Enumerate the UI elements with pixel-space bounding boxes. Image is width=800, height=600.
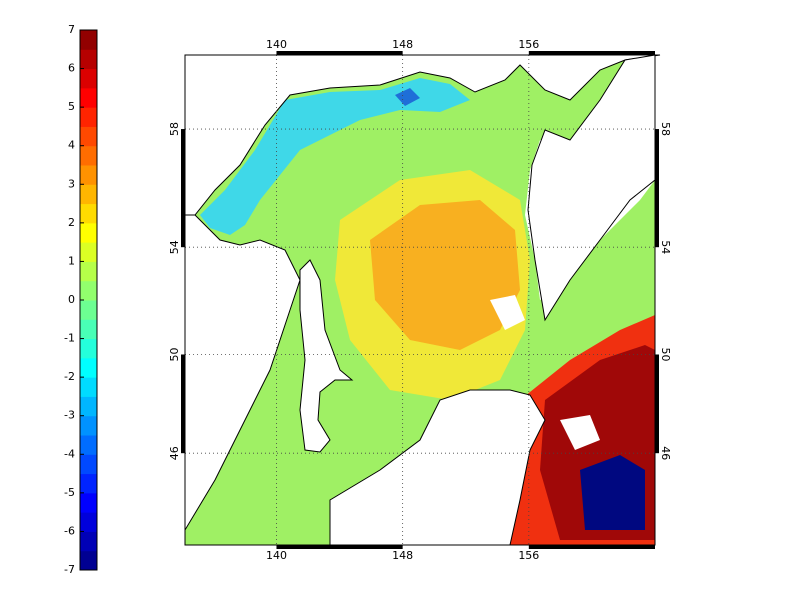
colorbar-band — [80, 30, 97, 50]
colorbar-label: -4 — [64, 447, 75, 460]
frame-bar — [181, 129, 185, 248]
colorbar-label: -6 — [64, 524, 75, 537]
colorbar-band — [80, 107, 97, 127]
colorbar-label: 6 — [68, 62, 75, 75]
colorbar-band — [80, 68, 97, 89]
colorbar-band — [80, 222, 97, 243]
lat-label-left: 50 — [168, 347, 181, 361]
grid — [185, 55, 655, 545]
colorbar-label: 5 — [68, 100, 75, 113]
colorbar-band — [80, 377, 97, 397]
lon-label-bottom: 140 — [266, 549, 287, 562]
cold-patch — [580, 455, 645, 530]
colorbar-band — [80, 454, 97, 475]
colorbar-band — [80, 145, 97, 166]
lat-label-right: 58 — [659, 122, 672, 136]
lat-label-left: 54 — [168, 240, 181, 254]
colorbar-label: 2 — [68, 216, 75, 229]
colorbar-label: 1 — [68, 254, 75, 267]
lon-label-top: 140 — [266, 38, 287, 51]
lat-label-right: 50 — [659, 347, 672, 361]
map-field — [184, 54, 661, 546]
colorbar-band — [80, 203, 97, 224]
frame-bar — [276, 545, 403, 549]
colorbar-band — [80, 280, 97, 301]
lat-label-left: 46 — [168, 446, 181, 460]
colorbar-band — [80, 338, 97, 359]
land — [299, 259, 354, 453]
land — [329, 389, 546, 546]
colorbar-label: -1 — [64, 332, 75, 345]
colorbar-band — [80, 512, 97, 532]
colorbar-band — [80, 435, 97, 455]
colorbar-label: -2 — [64, 370, 75, 383]
data-gap — [560, 415, 600, 450]
frame-bar — [181, 354, 185, 454]
colorbar-label: 4 — [68, 139, 75, 152]
lat-label-left: 58 — [168, 122, 181, 136]
colorbar-band — [80, 357, 97, 378]
colorbar-label: 0 — [68, 293, 75, 306]
frame-outline — [184, 54, 656, 546]
frame-bar — [528, 545, 655, 549]
colorbar-band — [80, 261, 97, 282]
frame-bar — [528, 51, 655, 55]
colorbar-band — [80, 492, 97, 513]
land — [527, 54, 656, 322]
colorbar-band — [80, 49, 97, 70]
data-gap — [490, 295, 525, 330]
colorbar-band — [80, 396, 97, 417]
colorbar-band — [80, 473, 97, 494]
colorbar-band — [80, 126, 97, 147]
cool-patch — [200, 78, 470, 235]
frame-bar — [276, 51, 403, 55]
colorbar-label: -3 — [64, 409, 75, 422]
map-frame: 140 140 148 148 156 156 46 46 50 50 54 54 58 58 — [168, 38, 672, 562]
frame-bar — [655, 129, 659, 248]
colorbar-band — [80, 300, 97, 320]
lat-label-right: 54 — [659, 240, 672, 254]
frame-bar — [655, 354, 659, 454]
colorbar-label: 7 — [68, 23, 75, 36]
lat-label-right: 46 — [659, 446, 672, 460]
lon-label-bottom: 156 — [518, 549, 539, 562]
colorbar: -7 -6 -5 -4 -3 -2 -1 0 1 2 3 4 5 6 7 — [64, 23, 98, 576]
lon-label-bottom: 148 — [392, 549, 413, 562]
warm-patch — [370, 200, 520, 350]
colorbar-band — [80, 550, 97, 571]
lon-label-top: 156 — [518, 38, 539, 51]
colorbar-band — [80, 242, 97, 262]
colorbar-band — [80, 319, 97, 340]
colorbar-band — [80, 87, 97, 108]
cool-patch — [395, 88, 420, 106]
colorbar-label: -5 — [64, 486, 75, 499]
colorbar-band — [80, 165, 97, 185]
colorbar-band — [80, 531, 97, 552]
colorbar-band — [80, 415, 97, 436]
colorbar-label: 3 — [68, 177, 75, 190]
colorbar-band — [80, 184, 97, 205]
colorbar-label: -7 — [64, 563, 75, 576]
land — [184, 54, 661, 216]
lon-label-top: 148 — [392, 38, 413, 51]
